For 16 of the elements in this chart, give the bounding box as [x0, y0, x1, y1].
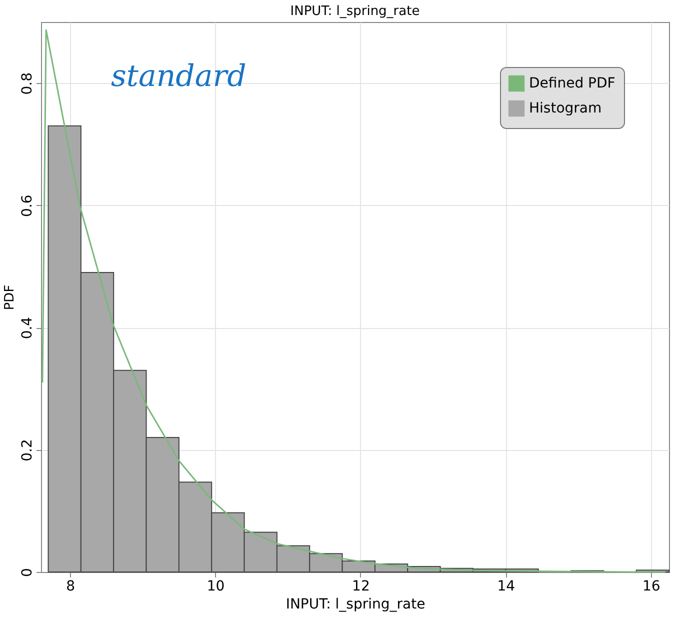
- x-tick-label: 16: [642, 578, 660, 594]
- legend-label: Histogram: [529, 100, 602, 116]
- x-axis-title: INPUT: l_spring_rate: [286, 596, 426, 612]
- y-tick-label: 0.4: [20, 316, 36, 340]
- x-tick-label: 12: [352, 578, 370, 594]
- y-axis-title: PDF: [2, 284, 18, 310]
- y-tick-label: 0: [20, 568, 36, 577]
- x-tick-label: 8: [66, 578, 75, 594]
- legend-label: Defined PDF: [529, 76, 616, 92]
- y-tick-label: 0.8: [20, 72, 36, 95]
- x-tick-label: 14: [497, 578, 516, 594]
- x-tick-label: 10: [206, 578, 225, 594]
- y-tick-label: 0.2: [20, 439, 36, 462]
- annotation: standard: [111, 59, 246, 94]
- chart-title: INPUT: l_spring_rate: [290, 4, 420, 19]
- y-tick-label: 0.6: [20, 194, 36, 217]
